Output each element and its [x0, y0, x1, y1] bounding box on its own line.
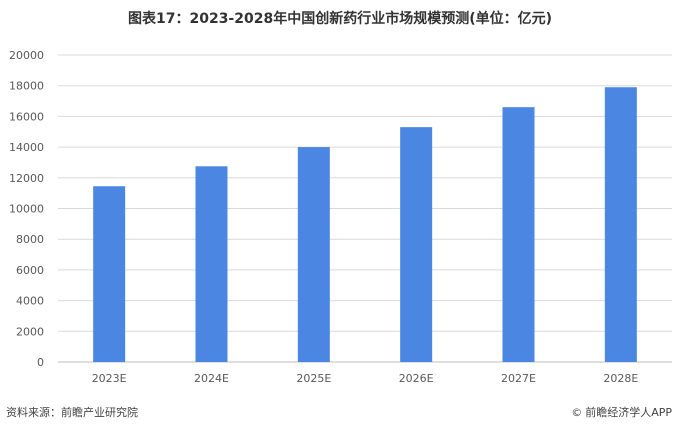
credit-note: © 前瞻经济学人APP	[571, 404, 672, 420]
bar	[297, 147, 330, 362]
bar	[195, 166, 228, 362]
bar	[93, 186, 126, 362]
y-tick-label: 16000	[9, 110, 44, 123]
y-tick-label: 14000	[9, 141, 44, 154]
y-tick-label: 20000	[9, 49, 44, 62]
source-note: 资料来源：前瞻产业研究院	[6, 406, 138, 419]
x-tick-label: 2024E	[194, 372, 229, 385]
bar	[604, 87, 637, 363]
x-tick-label: 2023E	[92, 372, 127, 385]
y-tick-label: 8000	[16, 233, 44, 246]
bar	[400, 127, 433, 363]
x-tick-label: 2025E	[296, 372, 331, 385]
y-tick-label: 2000	[16, 325, 44, 338]
x-tick-label: 2028E	[603, 372, 638, 385]
copyright-icon: ©	[571, 405, 583, 419]
chart-title: 图表17：2023-2028年中国创新药行业市场规模预测(单位：亿元)	[127, 11, 553, 27]
y-tick-label: 18000	[9, 80, 44, 93]
bar	[502, 107, 535, 362]
y-tick-label: 10000	[9, 203, 44, 216]
x-tick-label: 2027E	[501, 372, 536, 385]
credit-label: 前瞻经济学人APP	[585, 406, 672, 419]
y-tick-label: 6000	[16, 264, 44, 277]
y-tick-label: 4000	[16, 295, 44, 308]
x-tick-label: 2026E	[399, 372, 434, 385]
y-tick-label: 12000	[9, 172, 44, 185]
y-tick-label: 0	[37, 356, 44, 369]
